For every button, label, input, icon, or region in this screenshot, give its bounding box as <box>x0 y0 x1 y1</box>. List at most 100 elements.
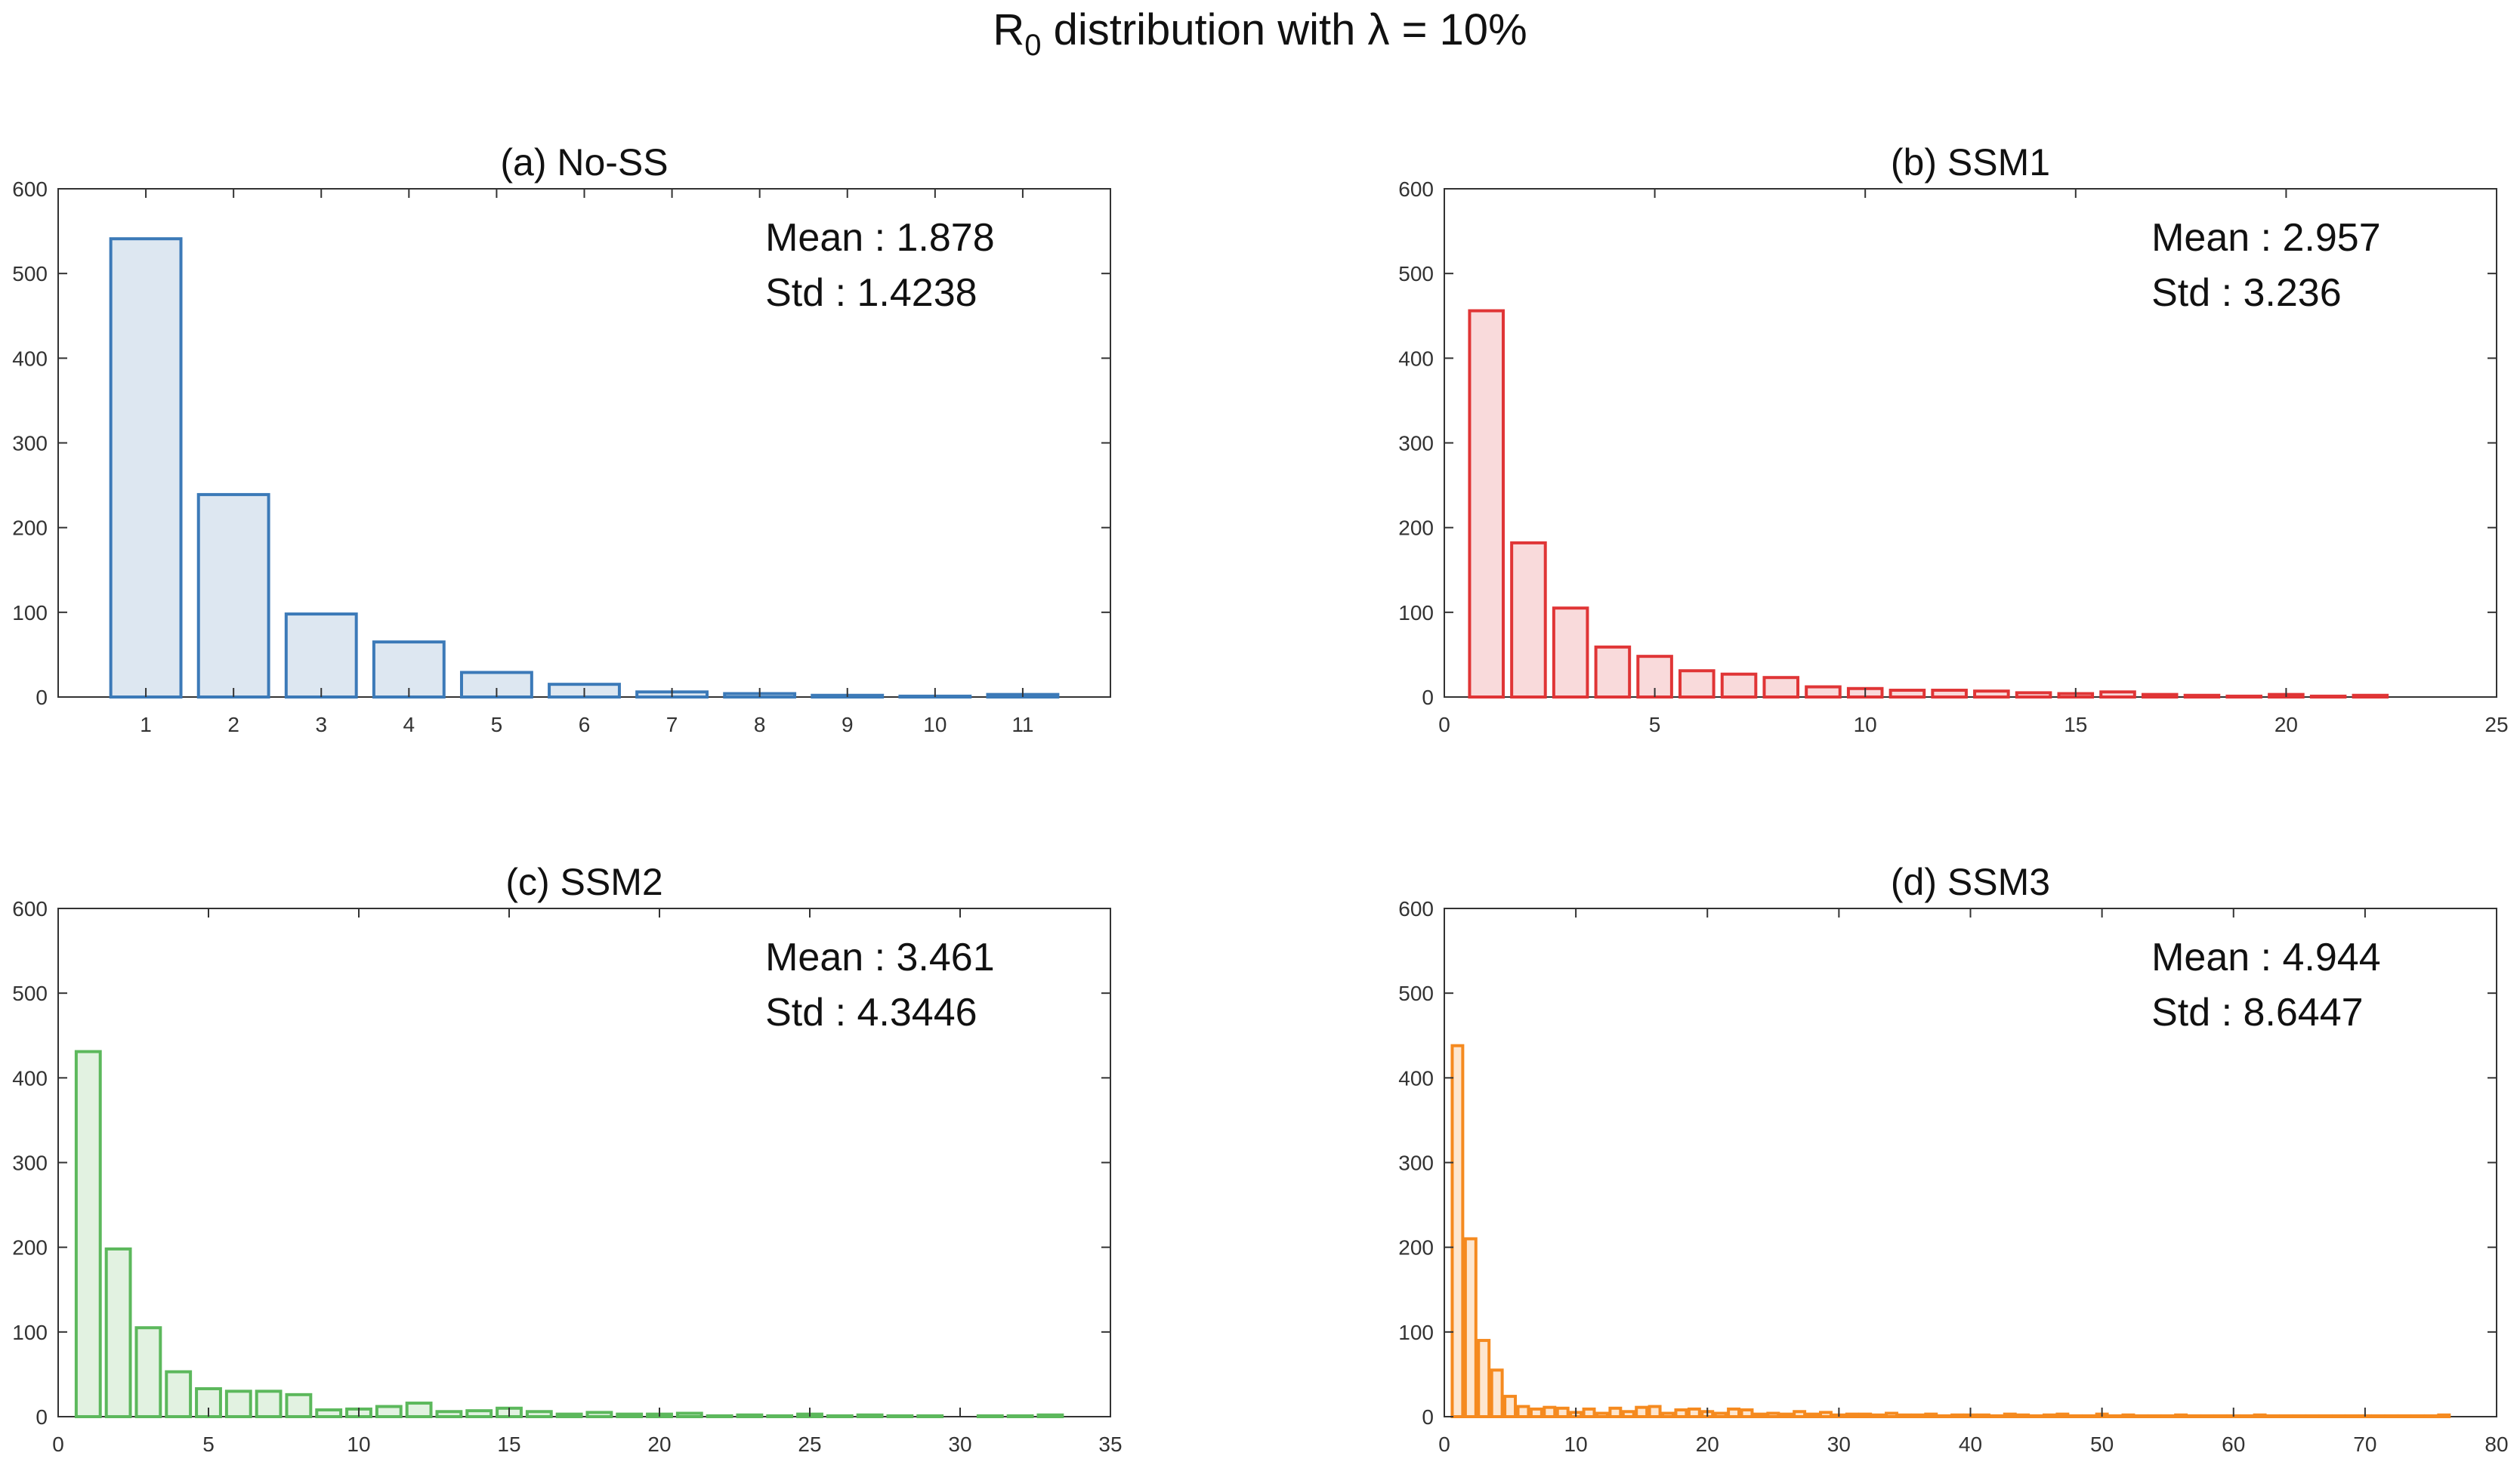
histogram-bar <box>2160 1414 2175 1418</box>
histogram-bar <box>1661 1411 1675 1418</box>
histogram-bar <box>2200 1414 2214 1418</box>
histogram-bar <box>1713 1411 1728 1418</box>
figure-title-subscript: 0 <box>1024 29 1042 62</box>
y-tick-label: 400 <box>1398 1066 1434 1090</box>
histogram-bar <box>372 640 446 699</box>
x-tick-label: 8 <box>754 713 766 736</box>
histogram-bar <box>1687 1407 1701 1419</box>
histogram-bar <box>2121 1413 2136 1419</box>
mean-annotation: Mean : 1.878 <box>765 216 995 260</box>
mean-annotation: Mean : 2.957 <box>2151 216 2381 260</box>
histogram-bar <box>74 1050 102 1418</box>
histogram-bar <box>2253 1413 2267 1419</box>
histogram-bar <box>2148 1414 2162 1418</box>
x-tick-label: 10 <box>923 713 947 736</box>
histogram-bar <box>1555 1406 1570 1418</box>
histogram-bar <box>826 1414 854 1418</box>
histogram-bar <box>2174 1413 2188 1419</box>
y-tick-label: 200 <box>1398 1236 1434 1260</box>
chart-panel-1: 1 2 3 4 5 6 7 8 9 10 11 0 100 200 300 400 500 600 (a) No-S… <box>12 141 1111 736</box>
histogram-bar <box>1871 1413 1885 1419</box>
y-tick-label: 400 <box>1398 347 1434 370</box>
histogram-bar <box>1885 1411 1898 1418</box>
histogram-bar <box>1674 1408 1688 1418</box>
y-tick-label: 500 <box>12 982 48 1005</box>
x-tick-label: 15 <box>2064 713 2087 736</box>
histogram-bar <box>2225 694 2262 699</box>
x-tick-label: 11 <box>1011 713 1033 736</box>
x-tick-label: 50 <box>2090 1433 2114 1456</box>
histogram-bar <box>1805 685 1842 699</box>
histogram-bar <box>766 1414 794 1418</box>
histogram-bar <box>2015 691 2052 699</box>
histogram-bar <box>525 1410 553 1419</box>
histogram-bar <box>2099 690 2136 699</box>
histogram-bar <box>2141 692 2179 699</box>
histogram-bar <box>1468 309 1506 699</box>
x-tick-label: 35 <box>1098 1433 1122 1456</box>
histogram-bar <box>1858 1412 1873 1419</box>
histogram-bar <box>2384 1414 2398 1418</box>
histogram-bar <box>1937 1414 1951 1418</box>
histogram-bar <box>1762 676 1800 699</box>
x-tick-label: 9 <box>842 713 854 736</box>
histogram-bar <box>1490 1368 1504 1419</box>
histogram-bar <box>1931 689 1968 699</box>
y-tick-label: 100 <box>12 1321 48 1344</box>
histogram-bar <box>2371 1414 2386 1418</box>
x-tick-label: 25 <box>798 1433 821 1456</box>
histogram-bar <box>1924 1412 1938 1419</box>
histogram-bar <box>2029 1414 2043 1418</box>
y-tick-label: 500 <box>12 262 48 285</box>
histogram-bar <box>1950 1413 1965 1419</box>
histogram-bar <box>585 1411 613 1419</box>
histogram-bar <box>165 1370 193 1418</box>
chart-panel-3: 0 5 10 15 20 25 30 35 0 100 200 300 400 500 600 (c) SSM… <box>12 861 1122 1456</box>
histogram-bar <box>375 1405 403 1419</box>
std-annotation: Std : 3.236 <box>2151 271 2342 315</box>
histogram-bar <box>1477 1339 1491 1419</box>
histogram-bar <box>1805 1412 1820 1419</box>
histogram-bar <box>2068 1414 2083 1418</box>
y-tick-label: 0 <box>36 1405 48 1429</box>
y-tick-label: 100 <box>1398 601 1434 625</box>
x-tick-label: 60 <box>2222 1433 2245 1456</box>
histogram-bar <box>1608 1406 1623 1418</box>
histogram-bar <box>285 1393 313 1419</box>
histogram-bar <box>2398 1414 2412 1418</box>
histogram-bar <box>1845 1412 1859 1419</box>
histogram-bar <box>1552 606 1589 699</box>
y-tick-label: 600 <box>1398 177 1434 201</box>
histogram-bar <box>1976 1413 1990 1419</box>
y-tick-label: 300 <box>1398 432 1434 455</box>
histogram-bar <box>284 612 358 699</box>
histogram-bar <box>255 1389 283 1418</box>
histogram-bar <box>736 1413 764 1419</box>
y-tick-label: 100 <box>12 601 48 625</box>
histogram-bar <box>1910 1413 1925 1419</box>
histogram-bar <box>1006 1414 1034 1418</box>
histogram-bar <box>1793 1410 1807 1419</box>
histogram-bar <box>1898 1413 1912 1419</box>
x-tick-label: 80 <box>2484 1433 2508 1456</box>
histogram-bar <box>405 1402 433 1419</box>
histogram-bar <box>2043 1413 2056 1419</box>
y-tick-label: 600 <box>12 177 48 201</box>
histogram-bar <box>555 1412 583 1419</box>
histogram-bar <box>2003 1412 2017 1419</box>
y-tick-label: 0 <box>1422 686 1434 709</box>
histogram-bar <box>1740 1408 1754 1418</box>
x-tick-label: 20 <box>2274 713 2298 736</box>
histogram-bar <box>109 237 183 699</box>
histogram-bar <box>2345 1414 2359 1418</box>
panel-title: (b) SSM1 <box>1891 141 2050 184</box>
histogram-bar <box>1779 1412 1793 1419</box>
histogram-bar <box>1510 541 1547 699</box>
histogram-bar <box>196 492 270 699</box>
x-tick-label: 5 <box>1649 713 1661 736</box>
histogram-bar <box>2213 1414 2228 1418</box>
histogram-bar <box>1818 1411 1833 1419</box>
histogram-bar <box>976 1414 1004 1418</box>
histogram-bar <box>2240 1414 2254 1418</box>
y-tick-label: 400 <box>12 1066 48 1090</box>
